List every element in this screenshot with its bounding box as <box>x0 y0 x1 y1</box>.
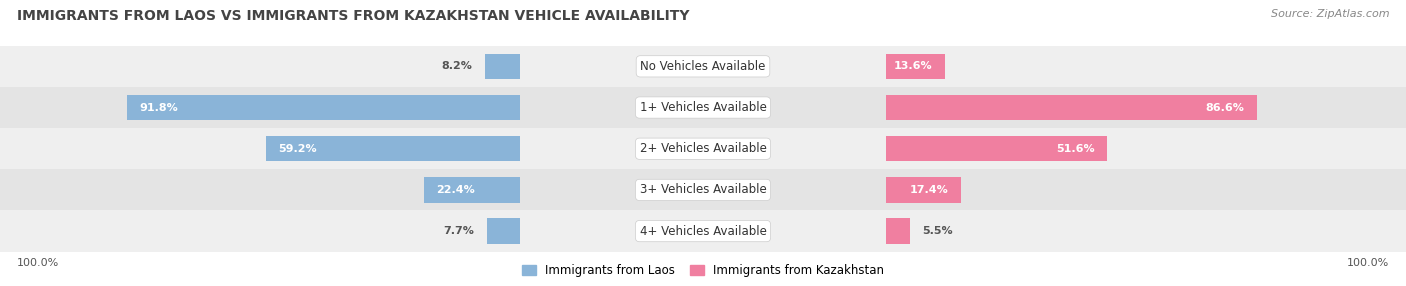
Text: 2+ Vehicles Available: 2+ Vehicles Available <box>640 142 766 155</box>
Bar <box>0 128 1406 169</box>
Text: 8.2%: 8.2% <box>441 61 472 71</box>
Text: 4+ Vehicles Available: 4+ Vehicles Available <box>640 225 766 238</box>
Bar <box>886 53 945 79</box>
Bar <box>0 169 1406 210</box>
Text: 13.6%: 13.6% <box>894 61 932 71</box>
Text: IMMIGRANTS FROM LAOS VS IMMIGRANTS FROM KAZAKHSTAN VEHICLE AVAILABILITY: IMMIGRANTS FROM LAOS VS IMMIGRANTS FROM … <box>17 9 689 23</box>
Text: No Vehicles Available: No Vehicles Available <box>640 60 766 73</box>
Text: 5.5%: 5.5% <box>922 226 953 236</box>
Text: 100.0%: 100.0% <box>17 258 59 268</box>
Bar <box>886 177 960 203</box>
Bar <box>886 218 910 244</box>
Bar <box>886 136 1107 162</box>
Text: 91.8%: 91.8% <box>139 103 177 112</box>
Text: 7.7%: 7.7% <box>443 226 474 236</box>
Bar <box>266 136 520 162</box>
Bar <box>0 210 1406 252</box>
Bar <box>127 95 520 120</box>
Text: 51.6%: 51.6% <box>1056 144 1095 154</box>
Text: 59.2%: 59.2% <box>278 144 318 154</box>
Text: Source: ZipAtlas.com: Source: ZipAtlas.com <box>1271 9 1389 19</box>
Bar <box>886 95 1257 120</box>
Bar <box>486 218 520 244</box>
Text: 1+ Vehicles Available: 1+ Vehicles Available <box>640 101 766 114</box>
Bar <box>485 53 520 79</box>
Text: 3+ Vehicles Available: 3+ Vehicles Available <box>640 183 766 196</box>
Text: 100.0%: 100.0% <box>1347 258 1389 268</box>
Bar <box>0 87 1406 128</box>
Text: 86.6%: 86.6% <box>1206 103 1244 112</box>
Legend: Immigrants from Laos, Immigrants from Kazakhstan: Immigrants from Laos, Immigrants from Ka… <box>522 264 884 277</box>
Text: 22.4%: 22.4% <box>436 185 475 195</box>
Bar <box>0 46 1406 87</box>
Text: 17.4%: 17.4% <box>910 185 949 195</box>
Bar <box>423 177 520 203</box>
